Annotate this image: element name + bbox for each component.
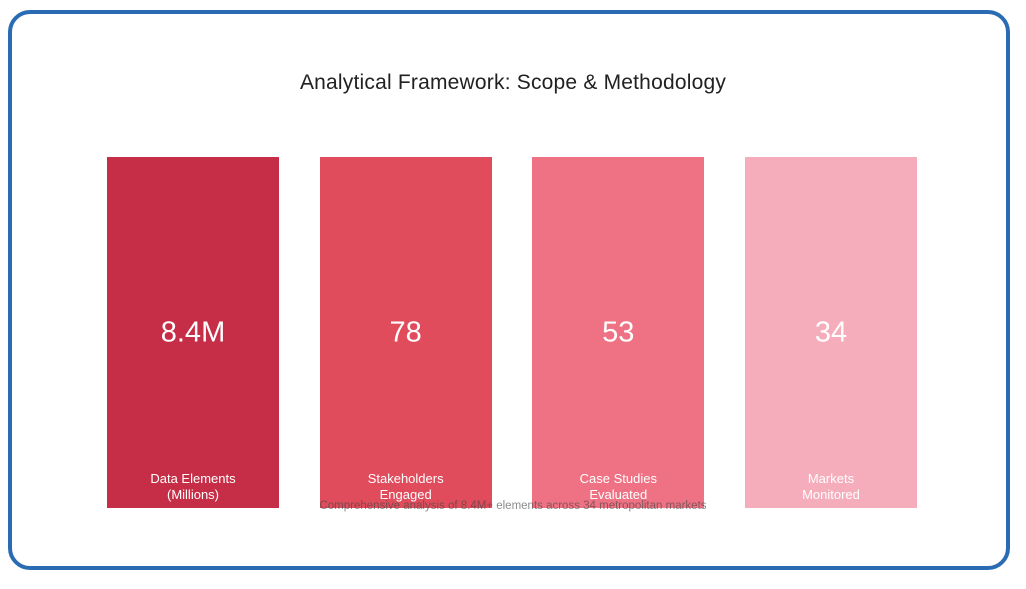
stat-value: 34 xyxy=(814,316,848,348)
stat-label-line1: Data Elements xyxy=(150,471,236,486)
stat-label-line2: Monitored xyxy=(802,487,860,502)
stat-value: 53 xyxy=(602,316,635,348)
stat-label: Case Studies Evaluated xyxy=(532,471,704,503)
stat-card-markets: 34 Markets Monitored xyxy=(744,157,917,508)
stat-label: Stakeholders Engaged xyxy=(320,471,492,503)
stat-card-case-studies: 53 Case Studies Evaluated xyxy=(532,157,705,508)
stat-label-line1: Stakeholders xyxy=(367,471,444,486)
page-title: Analytical Framework: Scope & Methodolog… xyxy=(299,71,727,94)
stat-label: Data Elements (Millions) xyxy=(107,471,279,503)
chart-caption: Comprehensive analysis of 8.4M+ elements… xyxy=(319,500,707,512)
stat-label-line2: (Millions) xyxy=(167,487,219,502)
stat-cards-row: 8.4M Data Elements (Millions) 78 Stakeho… xyxy=(107,157,917,508)
stat-card-data-elements: 8.4M Data Elements (Millions) xyxy=(107,157,279,508)
stat-label-line2: Engaged xyxy=(379,487,432,502)
stat-value: 78 xyxy=(389,316,422,348)
stat-label-line1: Markets xyxy=(807,471,855,486)
stat-label-line2: Evaluated xyxy=(589,487,648,502)
stat-value: 8.4M xyxy=(160,316,226,348)
stat-label-line1: Case Studies xyxy=(579,471,657,486)
stat-label: Markets Monitored xyxy=(745,471,917,503)
stat-card-stakeholders: 78 Stakeholders Engaged xyxy=(319,157,492,508)
